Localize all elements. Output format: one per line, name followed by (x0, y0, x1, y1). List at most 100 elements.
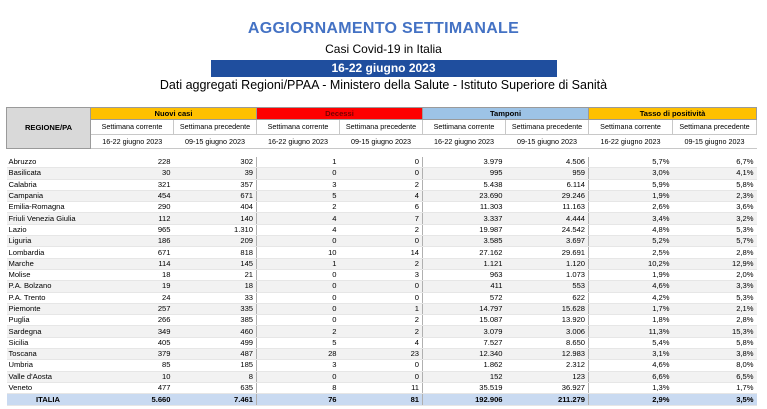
swabs-previous: 29.691 (505, 246, 590, 259)
cases-previous: 635 (173, 382, 258, 395)
deaths-previous: 23 (339, 348, 424, 361)
table-row: Sicilia 405 499 5 4 7.527 8.650 5,4% 5,8% (6, 337, 757, 350)
deaths-current: 4 (256, 224, 340, 237)
cases-current: 671 (90, 246, 174, 259)
cases-current: 266 (90, 314, 174, 327)
positivity-previous: 12,9% (672, 258, 757, 270)
swabs-previous: 622 (505, 292, 590, 304)
deaths-current: 10 (256, 246, 340, 259)
swabs-previous: 959 (505, 167, 590, 180)
cases-previous: 39 (173, 167, 258, 180)
swabs-previous: 24.542 (505, 224, 590, 237)
region-name: Friuli Venezia Giulia (6, 212, 91, 225)
region-name: Puglia (6, 314, 91, 327)
cases-previous: 335 (173, 303, 258, 316)
cases-current: 454 (90, 190, 174, 203)
cases-previous: 671 (173, 190, 258, 203)
positivity-current: 4,6% (588, 280, 673, 293)
cases-current: 85 (90, 359, 174, 372)
previous-week-header: Settimana precedente (172, 119, 258, 135)
deaths-previous: 2 (339, 314, 424, 327)
current-week-header: Settimana corrente (422, 119, 507, 135)
cases-previous: 818 (173, 246, 258, 259)
swabs-previous: 11.163 (505, 201, 590, 214)
cases-previous: 357 (173, 179, 258, 191)
region-name: Toscana (6, 348, 91, 361)
positivity-previous: 4,1% (672, 167, 757, 180)
positivity-current: 2,6% (588, 201, 673, 214)
swabs-previous: 4.506 (505, 157, 590, 169)
cases-current: 18 (90, 269, 174, 282)
swabs-previous: 29.246 (505, 190, 590, 203)
deaths-current: 1 (256, 157, 340, 169)
cases-current: 186 (90, 235, 174, 248)
deaths-previous: 0 (339, 371, 424, 383)
cases-current: 30 (90, 167, 174, 180)
cases-previous: 185 (173, 359, 258, 372)
group-header-tasso: Tasso di positività (588, 107, 758, 120)
positivity-current: 4,8% (588, 224, 673, 237)
region-name: Lazio (6, 224, 91, 237)
deaths-previous: 2 (339, 325, 424, 338)
deaths-current: 4 (256, 212, 340, 225)
deaths-current: 1 (256, 258, 340, 270)
region-name: P.A. Trento (6, 292, 91, 304)
cases-current: 379 (90, 348, 174, 361)
swabs-current: 23.690 (422, 190, 506, 203)
positivity-current: 1,9% (588, 190, 673, 203)
deaths-previous: 0 (339, 359, 424, 372)
region-name: Umbria (6, 359, 91, 372)
deaths-current: 5 (256, 190, 340, 203)
positivity-previous: 2,8% (672, 246, 757, 259)
region-name: Abruzzo (6, 157, 91, 169)
positivity-current: 11,3% (588, 325, 673, 338)
cases-current: 19 (90, 280, 174, 293)
page-subtitle: Casi Covid-19 in Italia (325, 42, 442, 56)
swabs-previous: 12.983 (505, 348, 590, 361)
region-name: Calabria (6, 179, 91, 191)
swabs-current: 12.340 (422, 348, 506, 361)
table-row: Liguria 186 209 0 0 3.585 3.697 5,2% 5,7% (6, 235, 757, 248)
region-name: Piemonte (6, 303, 91, 316)
swabs-previous: 553 (505, 280, 590, 293)
positivity-previous: 2,0% (672, 269, 757, 282)
deaths-current: 0 (256, 303, 340, 316)
swabs-current: 572 (422, 292, 506, 304)
region-name: P.A. Bolzano (6, 280, 91, 293)
table-row: Piemonte 257 335 0 1 14.797 15.628 1,7% 2,1% (6, 303, 757, 316)
swabs-current: 192.906 (422, 393, 506, 407)
swabs-previous: 4.444 (505, 212, 590, 225)
positivity-previous: 3,8% (672, 348, 757, 361)
swabs-current: 7.527 (422, 337, 506, 350)
swabs-current: 1.862 (422, 359, 506, 372)
cases-previous: 487 (173, 348, 258, 361)
cases-previous: 18 (173, 280, 258, 293)
swabs-current: 1.121 (422, 258, 506, 270)
positivity-current: 3,1% (588, 348, 673, 361)
table-body: Abruzzo 228 302 1 0 3.979 4.506 5,7% 6,7% Basilic… (6, 157, 757, 407)
swabs-previous: 211.279 (505, 393, 590, 407)
swabs-previous: 3.697 (505, 235, 590, 248)
table-row: Emilia-Romagna 290 404 2 6 11.303 11.163 2,6% 3,… (6, 201, 757, 214)
table-row: P.A. Trento 24 33 0 0 572 622 4,2% 5,3% (6, 292, 757, 304)
deaths-current: 2 (256, 325, 340, 338)
cases-current: 112 (90, 212, 174, 225)
region-name: Sardegna (6, 325, 91, 338)
swabs-previous: 15.628 (505, 303, 590, 316)
positivity-current: 4,2% (588, 292, 673, 304)
group-header-nuovi-casi: Nuovi casi (89, 107, 258, 120)
swabs-previous: 3.006 (505, 325, 590, 338)
table-row: Toscana 379 487 28 23 12.340 12.983 3,1% 3,8% (6, 348, 757, 361)
deaths-current: 8 (256, 382, 340, 395)
swabs-current: 3.079 (422, 325, 506, 338)
deaths-previous: 6 (339, 201, 424, 214)
cases-current: 24 (90, 292, 174, 304)
swabs-previous: 1.073 (505, 269, 590, 282)
cases-current: 290 (90, 201, 174, 214)
swabs-previous: 6.114 (505, 179, 590, 191)
cases-previous: 7.461 (173, 393, 258, 407)
region-name: Lombardia (6, 246, 91, 259)
cases-current: 477 (90, 382, 174, 395)
cases-current: 228 (90, 157, 174, 169)
previous-week-header: Settimana precedente (672, 119, 758, 135)
